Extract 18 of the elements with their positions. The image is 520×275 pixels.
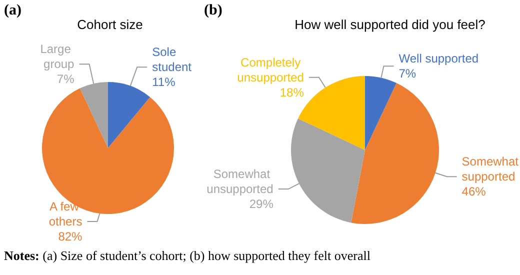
data-label: 46% (462, 184, 486, 199)
data-label: 29% (249, 197, 274, 212)
slice-label: Large group (40, 42, 75, 72)
data-label: 7% (56, 72, 75, 86)
text: (a) (4, 2, 22, 18)
chart-title: How well supported did you feel? (294, 17, 486, 32)
text: Notes: (a) Size of student’s cohort; (b) how supported they felt overall (4, 248, 370, 264)
slice-label: Sole student (152, 45, 192, 74)
data-label: 7% (398, 66, 416, 81)
chart-title: Cohort size (77, 17, 143, 32)
slice-label: Somewhat unsupported (206, 167, 274, 196)
slice-label: Well supported (398, 52, 479, 66)
data-label: 82% (58, 230, 83, 244)
text: (b) (204, 2, 222, 18)
slice-label: Somewhat supported (462, 154, 520, 184)
data-label: 18% (280, 85, 304, 100)
data-label: 11% (152, 75, 176, 90)
slice-label: Completely unsupported (237, 55, 304, 84)
